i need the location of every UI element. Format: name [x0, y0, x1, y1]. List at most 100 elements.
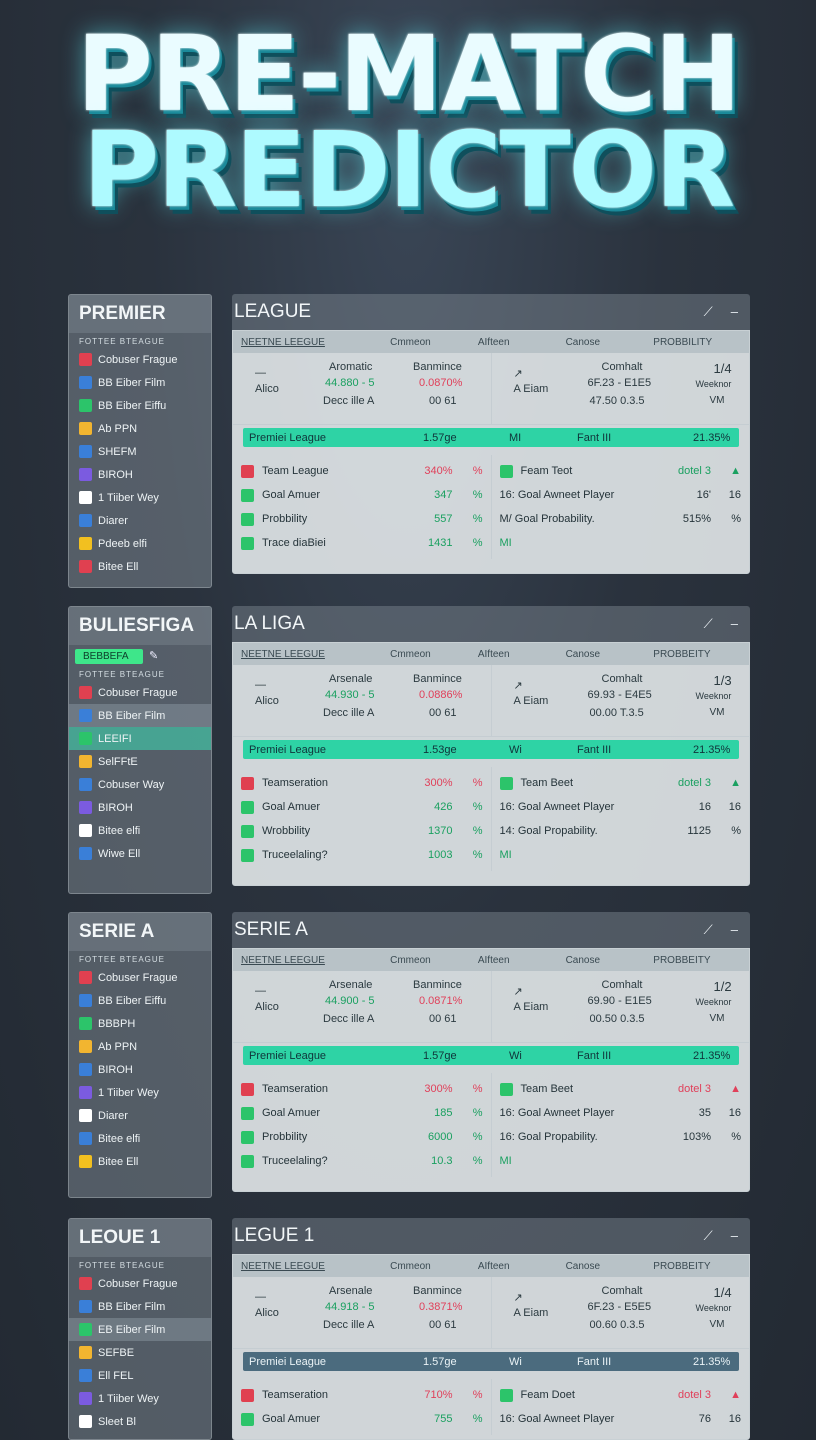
- stat-row[interactable]: Truceelaling? 1003 %: [241, 843, 483, 867]
- sidebar-item[interactable]: Sleet Bl: [69, 1410, 211, 1433]
- sidebar-item[interactable]: BB Eiber Film: [69, 1295, 211, 1318]
- column-header[interactable]: PROBBILITY: [653, 336, 713, 348]
- stat-row[interactable]: Wrobbility 1370 %: [241, 819, 483, 843]
- stat-row[interactable]: Goal Amuer 347 %: [241, 483, 483, 507]
- sidebar-item[interactable]: BB Eiber Film: [69, 704, 211, 727]
- stat-row[interactable]: Team League 340% %: [241, 459, 483, 483]
- stat-row[interactable]: Probbility 6000 %: [241, 1125, 483, 1149]
- sidebar-item[interactable]: SEFBE: [69, 1341, 211, 1364]
- sidebar-item[interactable]: Bitee elfi: [69, 819, 211, 842]
- sidebar-item[interactable]: BIROH: [69, 1058, 211, 1081]
- stat-row[interactable]: Team Beet dotel 3 ▲: [499, 1077, 741, 1101]
- stat-row[interactable]: 14: Goal Propability. 1125 %: [500, 819, 742, 843]
- stat-row[interactable]: 16: Goal Awneet Player 16 16: [500, 795, 742, 819]
- probability-bar[interactable]: Premiei League 1.57ge Wi Fant III 21.35%: [243, 1046, 739, 1065]
- sidebar-item[interactable]: Bitee elfi: [69, 1127, 211, 1150]
- sidebar-item[interactable]: Diarer: [69, 509, 211, 532]
- sidebar-filter-pill[interactable]: BEBBEFA: [75, 649, 143, 664]
- minimize-icon[interactable]: –: [730, 1228, 738, 1243]
- column-header[interactable]: Canose: [565, 1260, 601, 1272]
- sidebar-item[interactable]: BIROH: [69, 463, 211, 486]
- probability-bar[interactable]: Premiei League 1.53ge Wi Fant III 21.35%: [243, 740, 739, 759]
- sidebar-item[interactable]: SelFFtE: [69, 750, 211, 773]
- sidebar-item[interactable]: EB Eiber Film: [69, 1318, 211, 1341]
- column-header[interactable]: Canose: [565, 336, 601, 348]
- sidebar-item[interactable]: 1 Tiiber Wey: [69, 486, 211, 509]
- sidebar-item[interactable]: Ab PPN: [69, 417, 211, 440]
- sidebar-item[interactable]: Pdeeb elfi: [69, 532, 211, 555]
- sidebar-item[interactable]: 1 Tiiber Wey: [69, 1387, 211, 1410]
- sidebar-item[interactable]: Cobuser Frague: [69, 966, 211, 989]
- sidebar-item[interactable]: BIROH: [69, 796, 211, 819]
- stat-row[interactable]: Goal Amuer 185 %: [241, 1101, 483, 1125]
- column-header[interactable]: Canose: [565, 954, 601, 966]
- sidebar-item[interactable]: BB Eiber Eiffu: [69, 989, 211, 1012]
- stat-row[interactable]: Goal Amuer 755 %: [241, 1407, 483, 1431]
- sidebar-item[interactable]: BB Eiber Eiffu: [69, 394, 211, 417]
- stat-row[interactable]: MI: [500, 531, 742, 555]
- match-row[interactable]: — Alico Arsenale 44.900 - 5 Decc ille A …: [233, 971, 749, 1043]
- sidebar-item[interactable]: Cobuser Way: [69, 773, 211, 796]
- sidebar-item[interactable]: 1 Tiiber Wey: [69, 1081, 211, 1104]
- edit-icon[interactable]: ✎: [149, 650, 159, 662]
- sidebar-item[interactable]: LEEIFI: [69, 727, 211, 750]
- column-header[interactable]: NEETNE LEEGUE: [241, 648, 325, 660]
- sidebar-item[interactable]: BBBPH: [69, 1012, 211, 1035]
- sidebar-item[interactable]: BB Eiber Film: [69, 371, 211, 394]
- column-header[interactable]: PROBBEITY: [653, 1260, 711, 1272]
- stat-row[interactable]: M/ Goal Probability. 515% %: [500, 507, 742, 531]
- column-header[interactable]: NEETNE LEEGUE: [241, 954, 325, 966]
- column-header[interactable]: NEETNE LEEGUE: [241, 336, 325, 348]
- pin-icon[interactable]: ⟋: [703, 1228, 713, 1243]
- column-header[interactable]: AIfteen: [477, 648, 510, 660]
- match-row[interactable]: — Alico Arsenale 44.918 - 5 Decc ille A …: [233, 1277, 749, 1349]
- probability-bar[interactable]: Premiei League 1.57ge MI Fant III 21.35%: [243, 428, 739, 447]
- sidebar-item[interactable]: Cobuser Frague: [69, 348, 211, 371]
- stat-row[interactable]: 16: Goal Propability. 103% %: [500, 1125, 742, 1149]
- sidebar-item[interactable]: Ab PPN: [69, 1035, 211, 1058]
- stat-row[interactable]: 16: Goal Awneet Player 16' 16: [500, 483, 742, 507]
- column-header[interactable]: NEETNE LEEGUE: [241, 1260, 325, 1272]
- sidebar-item[interactable]: Diarer: [69, 1104, 211, 1127]
- stat-row[interactable]: Team Beet dotel 3 ▲: [499, 771, 741, 795]
- pin-icon[interactable]: ⟋: [703, 922, 713, 937]
- sidebar-item[interactable]: SHEFM: [69, 440, 211, 463]
- stat-row[interactable]: MI: [500, 843, 742, 867]
- stat-row[interactable]: Feam Teot dotel 3 ▲: [499, 459, 741, 483]
- stat-row[interactable]: Truceelaling? 10.3 %: [241, 1149, 483, 1173]
- match-row[interactable]: — Alico Aromatic 44.880 - 5 Decc ille A …: [233, 353, 749, 425]
- stat-row[interactable]: Probbility 557 %: [241, 507, 483, 531]
- stat-row[interactable]: Teamseration 710% %: [241, 1383, 483, 1407]
- stat-row[interactable]: 16: Goal Awneet Player 76 16: [500, 1407, 742, 1431]
- sidebar-item[interactable]: Wiwe Ell: [69, 842, 211, 865]
- column-header[interactable]: AIfteen: [477, 1260, 510, 1272]
- column-header[interactable]: PROBBEITY: [653, 954, 711, 966]
- sidebar-item[interactable]: Ell FEL: [69, 1364, 211, 1387]
- stat-row[interactable]: Goal Amuer 426 %: [241, 795, 483, 819]
- column-header[interactable]: Cmmeon: [390, 954, 431, 966]
- minimize-icon[interactable]: –: [730, 304, 738, 319]
- column-header[interactable]: PROBBEITY: [653, 648, 711, 660]
- column-header[interactable]: Cmmeon: [390, 648, 431, 660]
- sidebar-item[interactable]: Bitee Ell: [69, 555, 211, 578]
- sidebar-item[interactable]: Cobuser Frague: [69, 681, 211, 704]
- minimize-icon[interactable]: –: [730, 922, 738, 937]
- stat-row[interactable]: Feam Doet dotel 3 ▲: [499, 1383, 741, 1407]
- column-header[interactable]: Cmmeon: [390, 336, 431, 348]
- match-row[interactable]: — Alico Arsenale 44.930 - 5 Decc ille A …: [233, 665, 749, 737]
- stat-row[interactable]: MI: [500, 1149, 742, 1173]
- column-header[interactable]: Canose: [565, 648, 601, 660]
- column-header[interactable]: AIfteen: [477, 336, 510, 348]
- stat-row[interactable]: 16: Goal Awneet Player 35 16: [500, 1101, 742, 1125]
- column-header[interactable]: Cmmeon: [390, 1260, 431, 1272]
- probability-bar[interactable]: Premiei League 1.57ge Wi Fant III 21.35%: [243, 1352, 739, 1371]
- stat-row[interactable]: Trace diaBiei 1431 %: [241, 531, 483, 555]
- pin-icon[interactable]: ⟋: [703, 616, 713, 631]
- stat-row[interactable]: Teamseration 300% %: [241, 771, 483, 795]
- minimize-icon[interactable]: –: [730, 616, 738, 631]
- pin-icon[interactable]: ⟋: [703, 304, 713, 319]
- sidebar-item[interactable]: Bitee Ell: [69, 1150, 211, 1173]
- sidebar-item[interactable]: Cobuser Frague: [69, 1272, 211, 1295]
- stat-row[interactable]: Teamseration 300% %: [241, 1077, 483, 1101]
- column-header[interactable]: AIfteen: [477, 954, 510, 966]
